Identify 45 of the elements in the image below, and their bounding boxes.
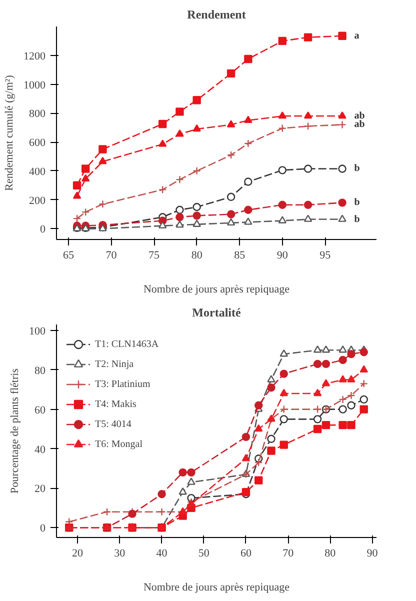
chart-title: Mortalité	[192, 306, 242, 320]
x-tick-label: 40	[156, 548, 168, 560]
x-axis-title: Nombre de jours après repiquage	[144, 284, 290, 296]
legend-label: T6: Mongal	[95, 438, 142, 450]
annotation: b	[354, 163, 360, 174]
annotation: ab	[354, 119, 366, 130]
x-tick-label: 80	[191, 250, 203, 262]
y-tick-label: 80	[34, 364, 46, 377]
y-tick-label: 0	[40, 224, 46, 236]
chart-title: Rendement	[187, 8, 246, 22]
y-tick-label: 1200	[24, 50, 46, 62]
x-tick-label: 20	[72, 548, 84, 560]
y-tick-label: 1000	[24, 79, 46, 92]
y-tick-label: 0	[40, 522, 46, 535]
legend-label: T1: CLN1463A	[95, 338, 159, 350]
x-tick-label: 90	[366, 548, 378, 560]
x-tick-label: 75	[148, 250, 160, 262]
annotation: b	[354, 197, 360, 208]
y-tick-label: 600	[29, 137, 46, 150]
annotation: b	[354, 214, 360, 225]
x-tick-label: 65	[62, 250, 74, 262]
y-tick-label: 800	[29, 108, 46, 120]
y-tick-label: 400	[29, 166, 46, 178]
legend-label: T2: Ninja	[95, 358, 134, 370]
y-tick-label: 200	[29, 194, 46, 207]
y-tick-label: 20	[34, 483, 46, 496]
legend-label: T3: Platinium	[95, 378, 150, 390]
x-tick-label: 30	[114, 548, 126, 560]
y-axis-title: Pourcentage de plants flétris	[9, 368, 21, 494]
x-tick-label: 85	[234, 250, 246, 262]
x-axis-title: Nombre de jours après repiquage	[144, 582, 290, 594]
x-tick-label: 50	[198, 548, 210, 560]
x-tick-label: 70	[106, 250, 118, 262]
y-axis-title: Rendement cumulé (g/m²)	[4, 74, 16, 191]
x-tick-label: 95	[320, 250, 332, 262]
legend-label: T5: 4014	[95, 418, 132, 430]
x-tick-label: 80	[324, 548, 336, 560]
x-tick-label: 60	[240, 548, 252, 560]
x-tick-label: 90	[276, 250, 288, 262]
y-tick-label: 60	[34, 404, 46, 416]
y-tick-label: 100	[29, 325, 46, 338]
annotation: a	[354, 30, 360, 42]
y-tick-label: 40	[34, 444, 46, 456]
legend-label: T4: Makis	[95, 398, 136, 410]
x-tick-label: 70	[282, 548, 294, 560]
